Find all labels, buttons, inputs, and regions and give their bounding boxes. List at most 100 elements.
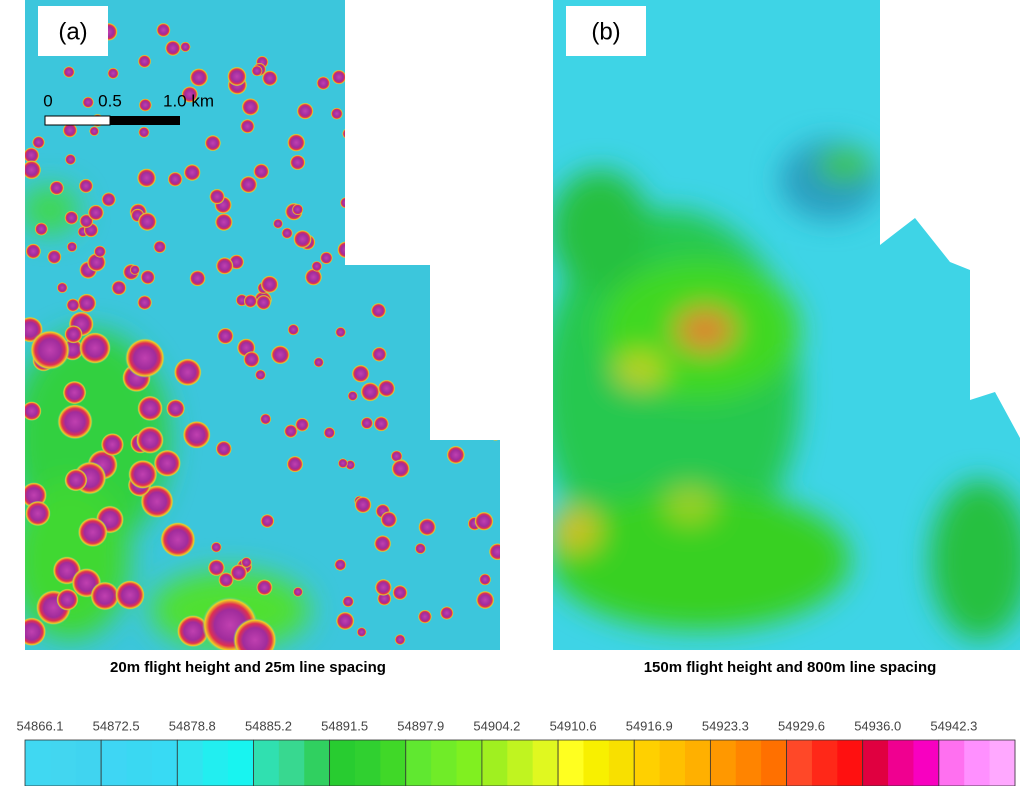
anomaly: [209, 189, 225, 205]
colorbar-swatch: [964, 740, 990, 786]
anomaly: [49, 180, 64, 195]
anomaly: [174, 358, 202, 386]
anomaly: [380, 511, 397, 528]
anomaly: [153, 240, 166, 253]
anomaly: [446, 188, 456, 198]
anomaly: [470, 391, 481, 402]
colorbar-swatch: [253, 740, 279, 786]
anomaly: [352, 365, 370, 383]
anomaly: [183, 421, 211, 449]
anomaly: [340, 197, 352, 209]
colorbar-swatch: [888, 740, 914, 786]
anomaly: [342, 128, 354, 140]
colorbar-label: 54897.9: [397, 718, 444, 733]
anomaly: [101, 433, 124, 456]
colorbar-swatch: [990, 740, 1016, 786]
anomaly: [365, 86, 380, 101]
colorbar-swatch: [685, 740, 711, 786]
anomaly: [94, 245, 107, 258]
colorbar-swatch: [583, 740, 609, 786]
anomaly: [77, 293, 97, 313]
anomaly: [88, 204, 104, 220]
anomaly: [180, 42, 191, 53]
colorbar: 54866.154872.554878.854885.254891.554897…: [17, 718, 1016, 786]
anomaly: [262, 70, 278, 86]
anomaly: [378, 38, 391, 51]
anomaly: [457, 412, 477, 432]
colorbar-label: 54916.9: [626, 718, 673, 733]
anomaly: [371, 303, 387, 319]
anomaly: [288, 324, 300, 336]
anomaly: [378, 380, 396, 398]
colorbar-swatch: [25, 740, 51, 786]
anomaly: [166, 399, 185, 418]
anomaly: [183, 164, 200, 181]
anomaly: [323, 427, 335, 439]
anomaly: [79, 332, 111, 364]
colorbar-swatch: [127, 740, 153, 786]
scale-label: 0.5: [98, 91, 122, 110]
anomaly: [478, 72, 496, 90]
colorbar-swatch: [228, 740, 254, 786]
anomaly: [331, 108, 343, 120]
colorbar-label: 54885.2: [245, 718, 292, 733]
anomaly: [165, 40, 181, 56]
anomaly: [22, 160, 41, 179]
anomaly: [361, 417, 374, 430]
anomaly: [474, 512, 493, 531]
anomaly: [354, 496, 371, 513]
colorbar-swatch: [761, 740, 787, 786]
anomaly: [368, 228, 387, 247]
colorbar-label: 54923.3: [702, 718, 749, 733]
map-a: [10, 0, 506, 662]
anomaly: [295, 418, 309, 432]
colorbar-label: 54936.0: [854, 718, 901, 733]
colorbar-swatch: [457, 740, 483, 786]
anomaly: [57, 282, 68, 293]
anomaly: [415, 543, 426, 554]
panel-label: (b): [591, 18, 620, 45]
anomaly: [168, 172, 183, 187]
scale-bar: [45, 116, 110, 125]
anomaly: [67, 241, 78, 252]
anomaly: [189, 270, 206, 287]
anomaly: [470, 25, 483, 38]
anomaly: [433, 427, 443, 437]
colorbar-label: 54904.2: [473, 718, 520, 733]
anomaly: [65, 154, 76, 165]
anomaly: [332, 70, 347, 85]
anomaly: [494, 34, 504, 44]
anomaly: [293, 230, 312, 249]
map-b: [540, 0, 1030, 650]
anomaly: [130, 265, 140, 275]
anomaly: [446, 363, 461, 378]
anomaly: [313, 357, 324, 368]
panel-label: (a): [58, 18, 87, 45]
anomaly: [342, 596, 354, 608]
anomaly: [391, 459, 410, 478]
anomaly: [255, 369, 266, 380]
anomaly: [435, 158, 446, 169]
anomaly: [63, 381, 87, 405]
colorbar-label: 54910.6: [550, 718, 597, 733]
anomaly: [125, 338, 165, 378]
anomaly: [400, 107, 411, 118]
colorbar-swatch: [609, 740, 635, 786]
colorbar-label: 54891.5: [321, 718, 368, 733]
anomaly: [115, 580, 145, 610]
anomaly: [382, 239, 395, 252]
anomaly: [386, 240, 400, 254]
anomaly: [64, 211, 78, 225]
anomaly: [242, 98, 260, 116]
colorbar-swatch: [507, 740, 533, 786]
anomaly: [336, 612, 355, 631]
anomaly: [413, 133, 426, 146]
anomaly: [241, 557, 252, 568]
anomaly: [233, 618, 277, 662]
anomaly: [391, 193, 408, 210]
anomaly: [293, 587, 303, 597]
colorbar-swatch: [558, 740, 584, 786]
colorbar-swatch: [406, 740, 432, 786]
anomaly: [32, 136, 45, 149]
anomaly: [138, 55, 152, 69]
